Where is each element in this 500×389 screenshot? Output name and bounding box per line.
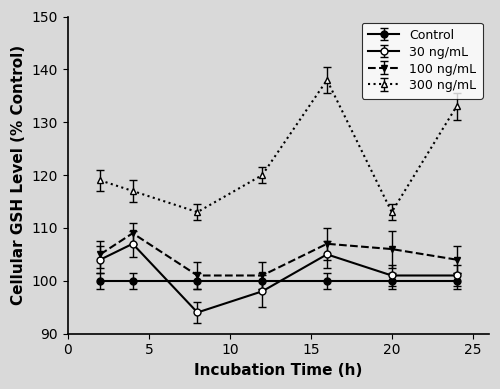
Y-axis label: Cellular GSH Level (% Control): Cellular GSH Level (% Control) [11, 45, 26, 305]
X-axis label: Incubation Time (h): Incubation Time (h) [194, 363, 362, 378]
Legend: Control, 30 ng/mL, 100 ng/mL, 300 ng/mL: Control, 30 ng/mL, 100 ng/mL, 300 ng/mL [362, 23, 482, 98]
